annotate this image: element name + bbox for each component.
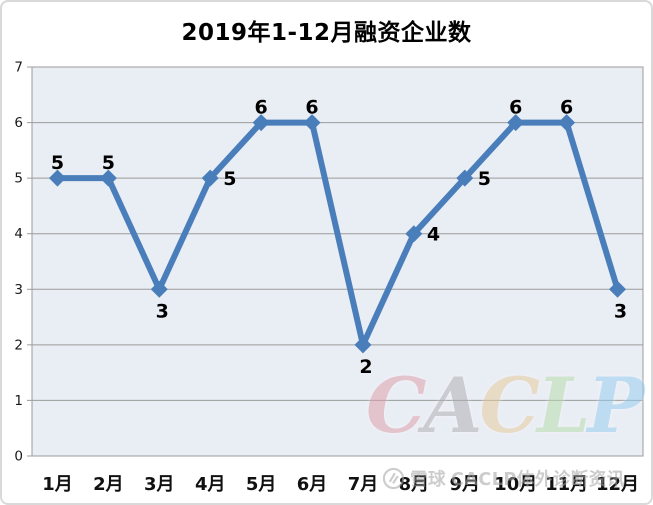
data-label: 3 [614, 300, 627, 322]
data-point-marker [609, 280, 627, 298]
data-point-marker [507, 114, 525, 132]
data-point-marker [354, 336, 372, 354]
x-axis-label: 4月 [195, 474, 226, 495]
y-axis-label: 0 [14, 449, 23, 465]
x-axis-label: 7月 [348, 474, 379, 495]
y-axis-label: 6 [14, 115, 23, 131]
data-label: 5 [223, 168, 236, 190]
x-axis-label: 5月 [246, 474, 277, 495]
data-point-marker [405, 225, 423, 243]
data-label: 4 [427, 224, 440, 246]
data-point-marker [150, 280, 168, 298]
x-axis-label: 3月 [144, 474, 175, 495]
x-axis-label: 6月 [297, 474, 328, 495]
data-label: 6 [509, 97, 522, 119]
data-label: 6 [305, 97, 318, 119]
y-axis-label: 5 [14, 171, 23, 187]
data-label: 3 [156, 300, 169, 322]
x-axis-label: 10月 [494, 474, 537, 495]
data-label: 6 [560, 97, 573, 119]
data-label: 6 [255, 97, 268, 119]
x-axis-label: 9月 [450, 474, 481, 495]
plot-area [31, 66, 644, 457]
y-axis-label: 1 [14, 393, 23, 409]
x-axis-label: 8月 [399, 474, 430, 495]
data-label: 2 [359, 356, 372, 378]
data-label: 5 [478, 168, 491, 190]
y-axis-label: 3 [14, 282, 23, 298]
x-axis-label: 1月 [42, 474, 73, 495]
data-point-marker [303, 114, 321, 132]
y-axis-label: 4 [14, 226, 23, 242]
data-point-marker [48, 169, 66, 187]
data-point-marker [201, 169, 219, 187]
data-point-marker [558, 114, 576, 132]
data-label: 5 [51, 152, 64, 174]
chart-title: 2019年1-12月融资企业数 [181, 20, 472, 46]
data-point-marker [456, 169, 474, 187]
data-point-marker [252, 114, 270, 132]
x-axis-label: 12月 [596, 474, 639, 495]
x-axis-label: 11月 [545, 474, 588, 495]
y-axis-label: 7 [14, 60, 23, 76]
x-axis-label: 2月 [93, 474, 124, 495]
data-point-marker [99, 169, 117, 187]
data-label: 5 [102, 152, 115, 174]
y-axis-label: 2 [14, 337, 23, 353]
